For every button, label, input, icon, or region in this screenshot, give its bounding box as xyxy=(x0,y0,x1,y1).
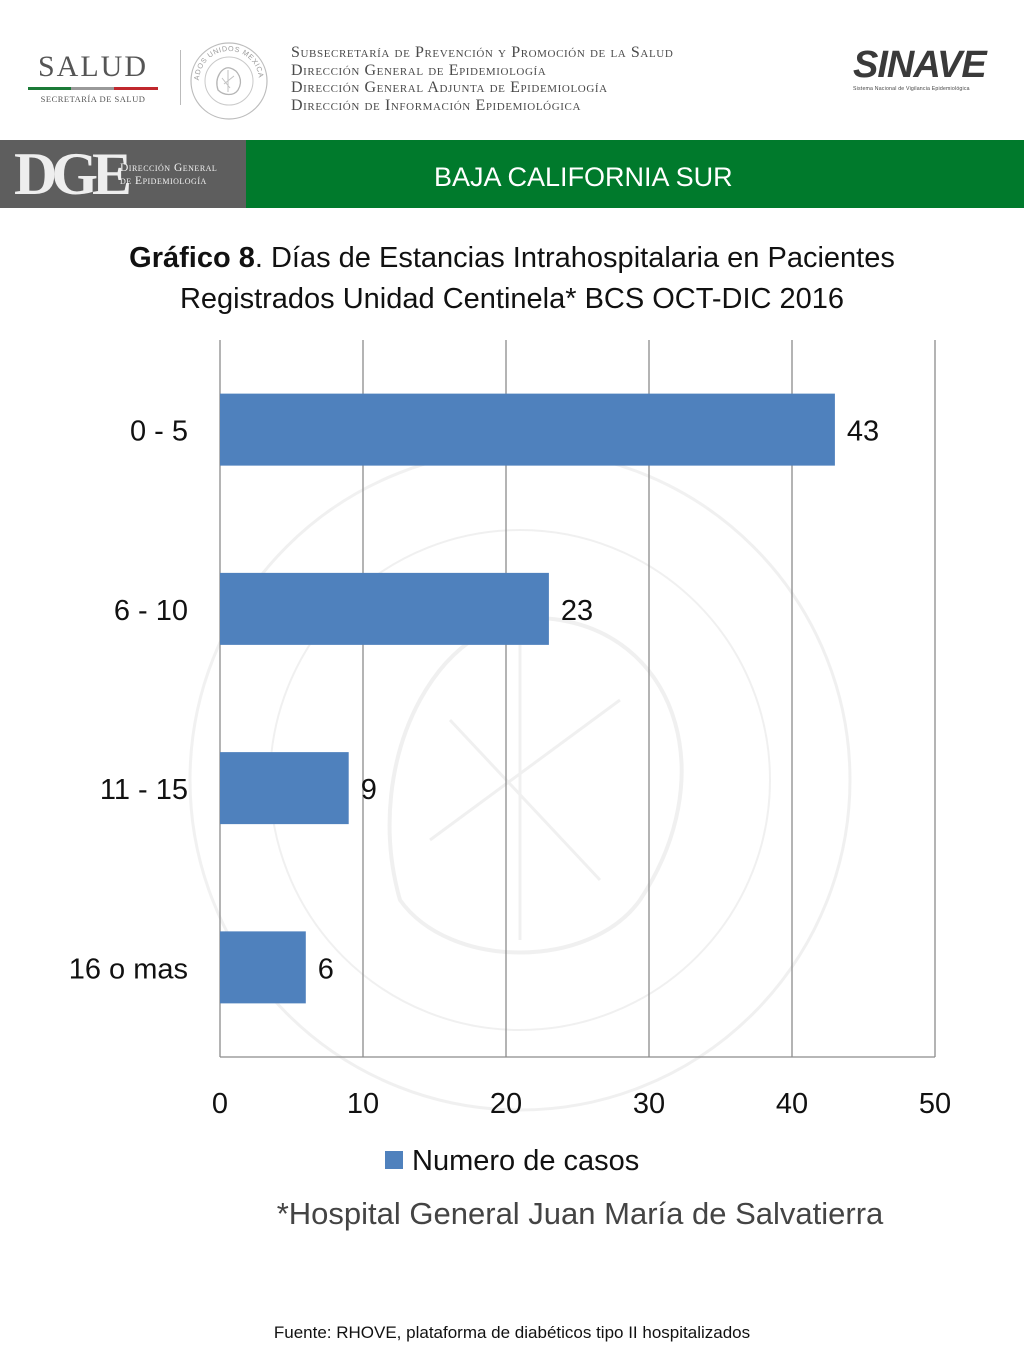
data-label-4: 6 xyxy=(318,953,334,985)
salud-logo-rule xyxy=(28,87,158,90)
sinave-logo-word: SINAVE xyxy=(853,44,987,86)
bar-3 xyxy=(220,752,349,825)
header-line-direccion-general: Dirección General de Epidemiología xyxy=(291,61,547,79)
category-label-3: 11 - 15 xyxy=(100,774,188,806)
header-line-direccion-informacion: Dirección de Información Epidemiológica xyxy=(291,96,581,114)
salud-logo-subtitle: SECRETARÍA DE SALUD xyxy=(40,94,146,104)
chart-category-labels: 0 - 5 6 - 10 11 - 15 16 o mas xyxy=(69,416,188,986)
x-tick-label-20: 20 xyxy=(490,1088,522,1120)
bar-2 xyxy=(220,572,549,645)
data-label-2: 23 xyxy=(561,595,593,627)
state-band xyxy=(246,140,1024,208)
source-note: Fuente: RHOVE, plataforma de diabéticos … xyxy=(273,1323,751,1342)
x-tick-label-50: 50 xyxy=(919,1088,951,1120)
data-label-3: 9 xyxy=(361,774,377,806)
category-label-4: 16 o mas xyxy=(69,953,188,985)
x-tick-label-30: 30 xyxy=(633,1088,665,1120)
sinave-logo-subtitle: Sistema Nacional de Vigilancia Epidemiol… xyxy=(853,86,970,92)
dge-logo-text: Dirección General de Epidemiología xyxy=(120,162,217,188)
sinave-logo: SINAVE Sistema Nacional de Vigilancia Ep… xyxy=(853,46,993,92)
dge-text-line1: Dirección General xyxy=(120,162,218,174)
chart-bars xyxy=(220,393,835,1004)
x-tick-label-0: 0 xyxy=(212,1088,228,1120)
chart-legend: Numero de casos xyxy=(385,1145,639,1177)
dge-text-line2: de Epidemiología xyxy=(120,175,207,187)
chart-title: Gráfico 8. Días de Estancias Intrahospit… xyxy=(60,238,964,320)
bar-1 xyxy=(220,393,835,466)
category-label-1: 0 - 5 xyxy=(130,416,188,448)
dge-band: DGE Dirección General de Epidemiología xyxy=(0,140,246,208)
header-institution-lines: Subsecretaría de Prevención y Promoción … xyxy=(291,44,673,114)
header-line-direccion-adjunta: Dirección General Adjunta de Epidemiolog… xyxy=(291,79,608,96)
header-line-subsecretaria: Subsecretaría de Prevención y Promoción … xyxy=(291,44,674,61)
chart-title-number: Gráfico 8 xyxy=(129,242,255,274)
dge-logo-letters: DGE xyxy=(14,141,132,207)
state-name: BAJA CALIFORNIA SUR xyxy=(434,162,733,192)
salud-logo: SALUD SECRETARÍA DE SALUD xyxy=(28,52,158,104)
x-tick-label-10: 10 xyxy=(347,1088,379,1120)
chart-x-tick-labels: 0 10 20 30 40 50 xyxy=(212,1088,951,1120)
category-label-2: 6 - 10 xyxy=(114,595,188,627)
chart-title-text: . Días de Estancias Intrahospitalaria en… xyxy=(254,242,895,274)
chart-title-line1: Gráfico 8. Días de Estancias Intrahospit… xyxy=(60,238,964,279)
x-tick-label-40: 40 xyxy=(776,1088,808,1120)
legend-label: Numero de casos xyxy=(412,1145,639,1177)
chart-title-line2: Registrados Unidad Centinela* BCS OCT-DI… xyxy=(179,283,845,315)
header-divider xyxy=(180,50,181,105)
legend-swatch xyxy=(385,1151,403,1169)
chart-data-labels: 43 23 9 6 xyxy=(318,416,879,986)
bar-4 xyxy=(220,931,306,1004)
hospital-note: *Hospital General Juan María de Salvatie… xyxy=(276,1196,884,1231)
mexico-seal-icon: ESTADOS UNIDOS MEXICANOS xyxy=(188,40,268,120)
data-label-1: 43 xyxy=(847,416,879,448)
salud-logo-word: SALUD xyxy=(37,50,148,83)
